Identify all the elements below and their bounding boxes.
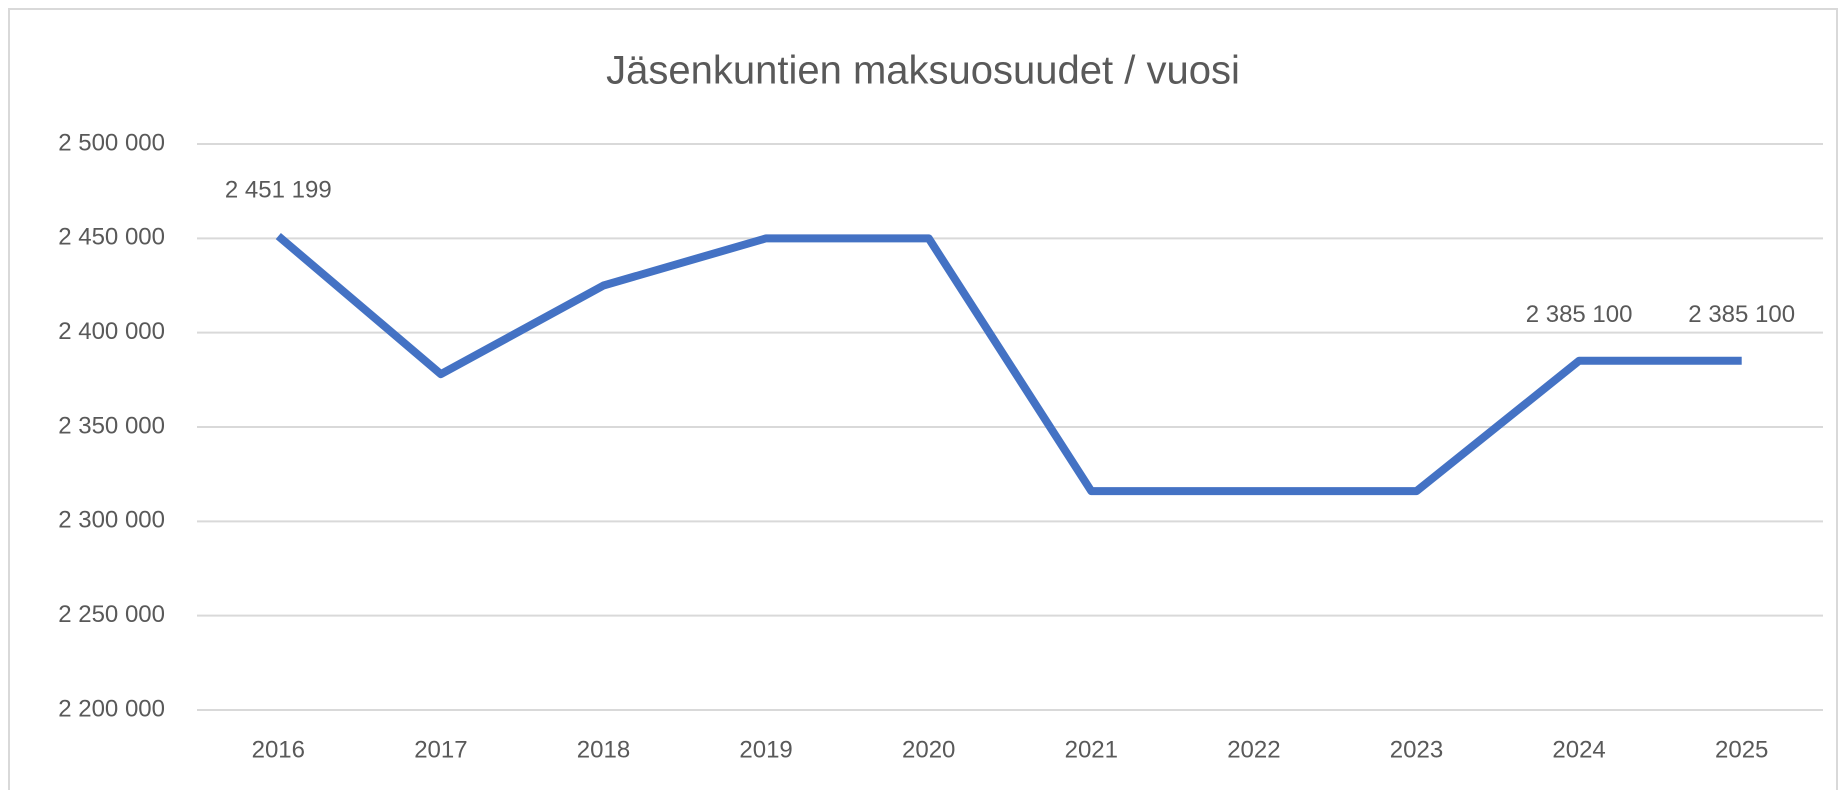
x-tick-label: 2018 xyxy=(577,736,630,763)
y-tick-label: 2 450 000 xyxy=(58,224,165,251)
y-tick-label: 2 400 000 xyxy=(58,318,165,345)
chart-title: Jäsenkuntien maksuosuudet / vuosi xyxy=(606,49,1240,93)
x-tick-label: 2016 xyxy=(252,736,305,763)
x-tick-label: 2024 xyxy=(1552,736,1605,763)
x-tick-label: 2021 xyxy=(1065,736,1118,763)
x-tick-label: 2023 xyxy=(1390,736,1443,763)
data-label: 2 451 199 xyxy=(225,176,332,203)
y-tick-label: 2 500 000 xyxy=(58,129,165,156)
data-label: 2 385 100 xyxy=(1526,301,1633,328)
x-tick-label: 2017 xyxy=(414,736,467,763)
x-tick-label: 2025 xyxy=(1715,736,1768,763)
chart-border xyxy=(8,8,1838,790)
y-tick-label: 2 200 000 xyxy=(58,695,165,722)
x-tick-label: 2022 xyxy=(1227,736,1280,763)
data-line xyxy=(275,233,1742,496)
y-tick-label: 2 300 000 xyxy=(58,507,165,534)
data-label: 2 385 100 xyxy=(1688,301,1795,328)
x-tick-label: 2019 xyxy=(739,736,792,763)
y-tick-label: 2 350 000 xyxy=(58,412,165,439)
y-tick-label: 2 250 000 xyxy=(58,601,165,628)
x-tick-label: 2020 xyxy=(902,736,955,763)
